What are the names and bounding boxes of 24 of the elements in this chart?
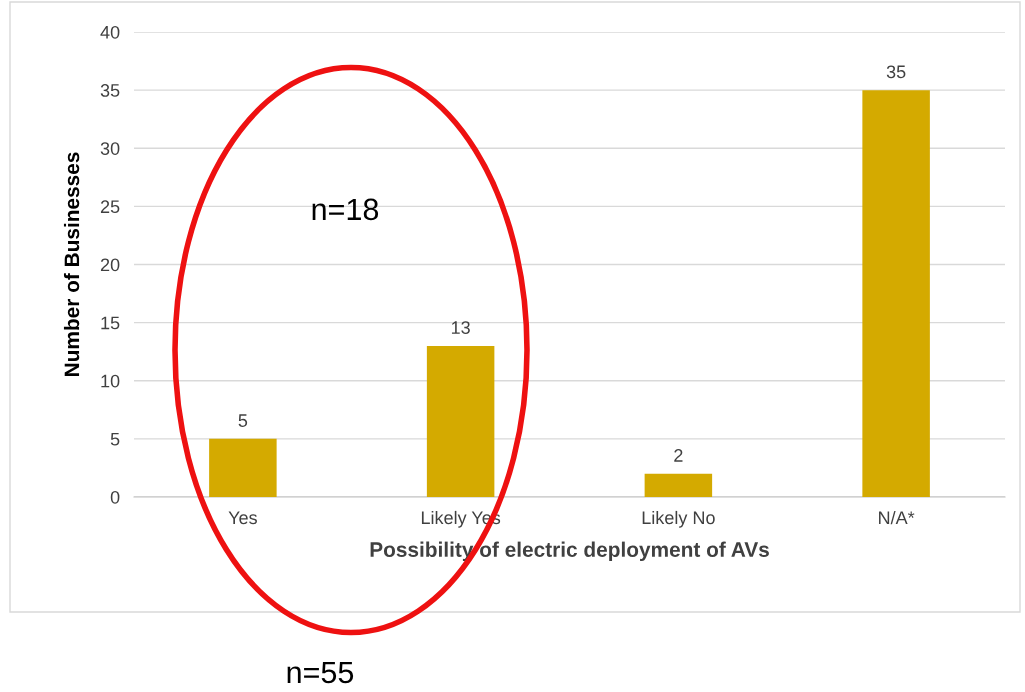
y-tick-label: 25 — [100, 200, 120, 214]
y-tick-label: 15 — [101, 316, 120, 330]
text: n=55 — [287, 661, 354, 684]
x-tick-label: Likely No — [642, 510, 715, 528]
y-tick-label: 10 — [101, 374, 120, 388]
y-tick-label: 5 — [110, 433, 120, 446]
x-tick-label: N/A* — [879, 510, 915, 525]
data-label: 5 — [238, 414, 248, 427]
data-label: 35 — [886, 65, 906, 79]
y-tick-label: 0 — [110, 490, 120, 504]
data-label: 13 — [451, 321, 470, 334]
annotation: n=18 — [312, 198, 379, 221]
bar — [426, 345, 495, 497]
x-axis-title: Possibility of electric deployment of AVs — [370, 541, 769, 562]
y-tick-label: 30 — [100, 142, 120, 155]
y-tick-label: 35 — [100, 84, 120, 97]
bar — [862, 90, 930, 497]
y-axis-title: Number of Businesses — [63, 152, 80, 376]
data-label: 2 — [674, 449, 683, 462]
y-tick-label: 20 — [100, 258, 120, 272]
bar — [209, 438, 277, 497]
bar — [644, 473, 713, 497]
x-tick-label: Yes — [228, 511, 257, 525]
y-tick-label: 40 — [100, 25, 120, 39]
